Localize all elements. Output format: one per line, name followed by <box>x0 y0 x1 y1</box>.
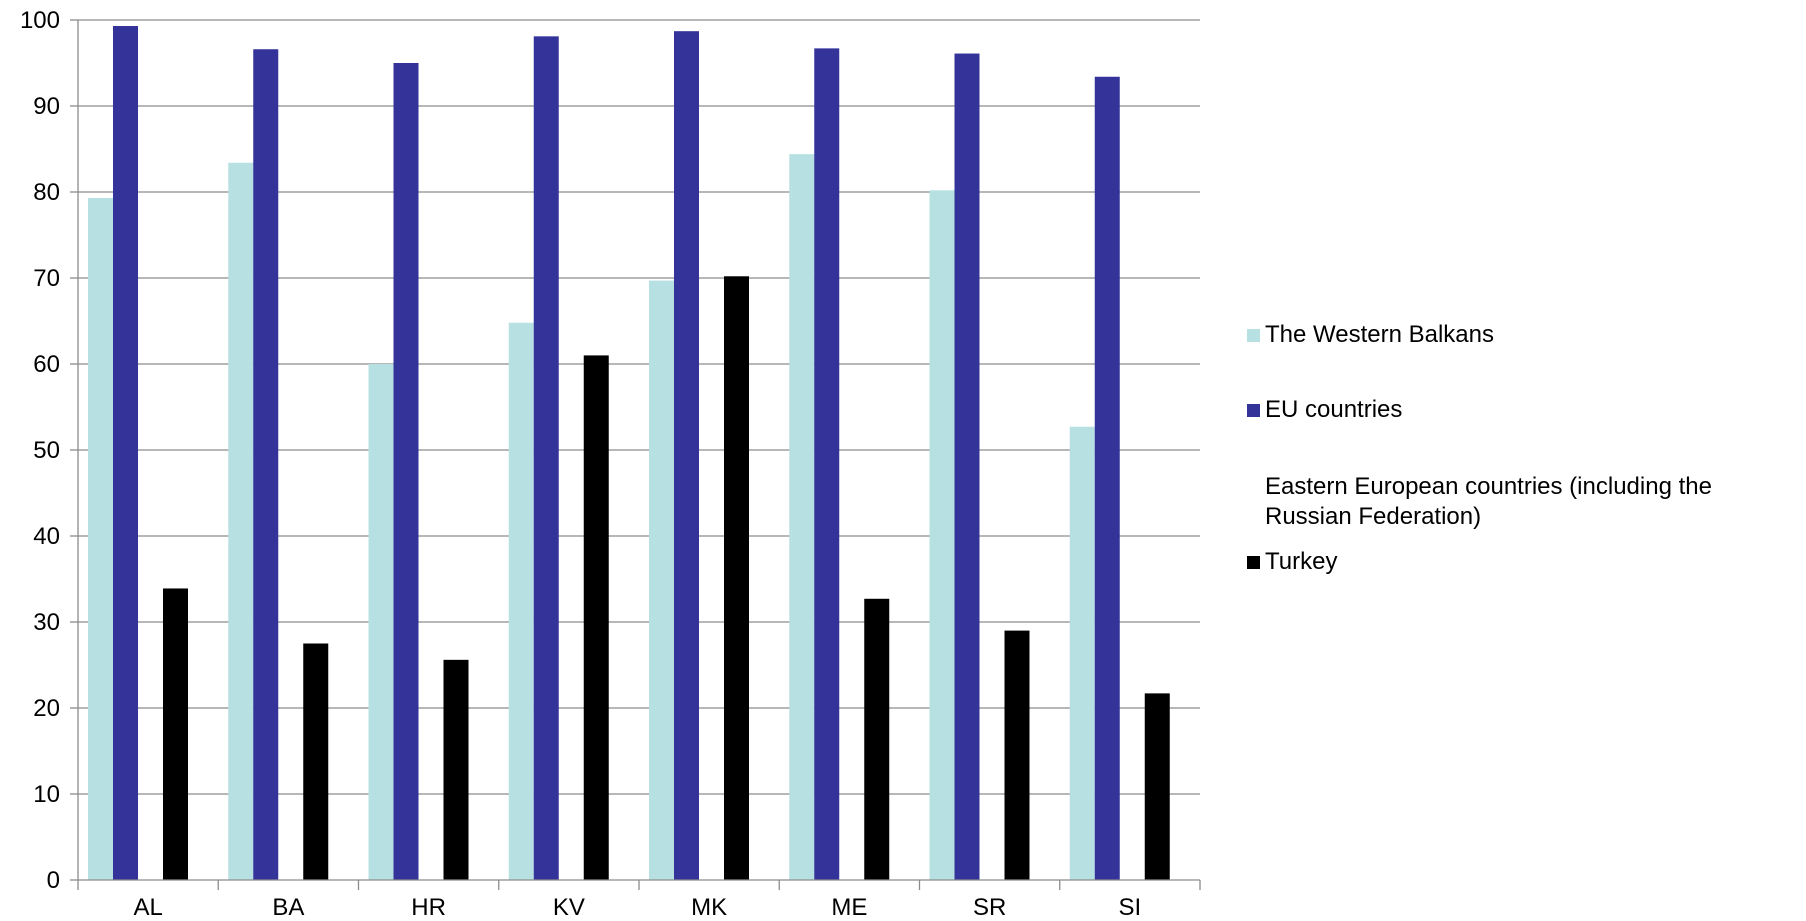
bar-turkey-ba <box>303 643 329 880</box>
x-tick-label: KV <box>553 894 585 921</box>
legend-label: The Western Balkans <box>1265 321 1494 348</box>
legend-swatch <box>1247 329 1260 342</box>
legend-swatch <box>1247 404 1260 417</box>
x-tick-label: HR <box>411 894 446 921</box>
legend-swatch <box>1247 481 1260 494</box>
legend-item-0: The Western Balkans <box>1247 321 1494 348</box>
bar-eu-si <box>1094 76 1120 880</box>
x-tick-label: SR <box>973 894 1006 921</box>
y-tick-label: 90 <box>33 93 60 120</box>
bar-the-si <box>1069 426 1095 880</box>
bar-turkey-mk <box>724 276 749 880</box>
y-axis-tick-labels: 0 10 20 30 40 50 60 70 80 90 100 <box>20 7 60 894</box>
bar-turkey-me <box>864 598 890 880</box>
legend: The Western Balkans EU countries Eastern E… <box>1247 321 1712 575</box>
y-tick-label: 60 <box>33 351 60 378</box>
y-tick-label: 70 <box>33 265 60 292</box>
bar-turkey-sr <box>1004 630 1030 880</box>
y-tick-label: 30 <box>33 609 60 636</box>
y-tick-label: 20 <box>33 695 60 722</box>
bars <box>88 26 1170 881</box>
x-tick-label: MK <box>691 894 727 921</box>
bar-the-hr <box>368 364 394 880</box>
y-tick-label: 80 <box>33 179 60 206</box>
y-tick-label: 10 <box>33 781 60 808</box>
bar-the-al <box>88 198 113 880</box>
bar-eu-me <box>814 48 840 880</box>
x-tick-label: BA <box>272 894 304 921</box>
bar-the-sr <box>929 190 955 880</box>
y-tick-label: 50 <box>33 437 60 464</box>
bar-the-me <box>789 154 815 880</box>
bar-the-kv <box>508 322 534 881</box>
bar-eu-ba <box>253 49 279 881</box>
x-tick-label: AL <box>133 894 162 921</box>
legend-item-2: Eastern European countries (including th… <box>1247 473 1712 530</box>
x-tick-label: SI <box>1119 894 1142 921</box>
axes <box>70 19 1201 890</box>
bar-eu-kv <box>533 36 559 880</box>
bar-the-ba <box>228 162 254 880</box>
bar-turkey-al <box>163 588 188 880</box>
legend-swatch <box>1247 556 1260 569</box>
y-tick-label: 0 <box>47 867 60 894</box>
legend-label: EU countries <box>1265 396 1402 423</box>
legend-item-1: EU countries <box>1247 396 1402 423</box>
legend-item-3: Turkey <box>1247 548 1337 575</box>
bar-turkey-hr <box>443 659 469 880</box>
bar-eu-hr <box>393 63 419 880</box>
x-axis-tick-labels: AL BA HR KV MK ME SR SI <box>133 894 1141 921</box>
bar-the-mk <box>649 280 674 881</box>
bar-eu-sr <box>954 53 980 881</box>
y-tick-label: 40 <box>33 523 60 550</box>
bar-turkey-kv <box>583 355 609 880</box>
legend-label: Turkey <box>1265 548 1337 575</box>
bar-eu-al <box>113 26 138 880</box>
x-tick-label: ME <box>831 894 867 921</box>
bar-eu-mk <box>674 31 699 881</box>
legend-label: Eastern European countries (including th… <box>1265 473 1712 530</box>
y-tick-label: 100 <box>20 7 60 34</box>
bar-turkey-si <box>1144 693 1170 880</box>
